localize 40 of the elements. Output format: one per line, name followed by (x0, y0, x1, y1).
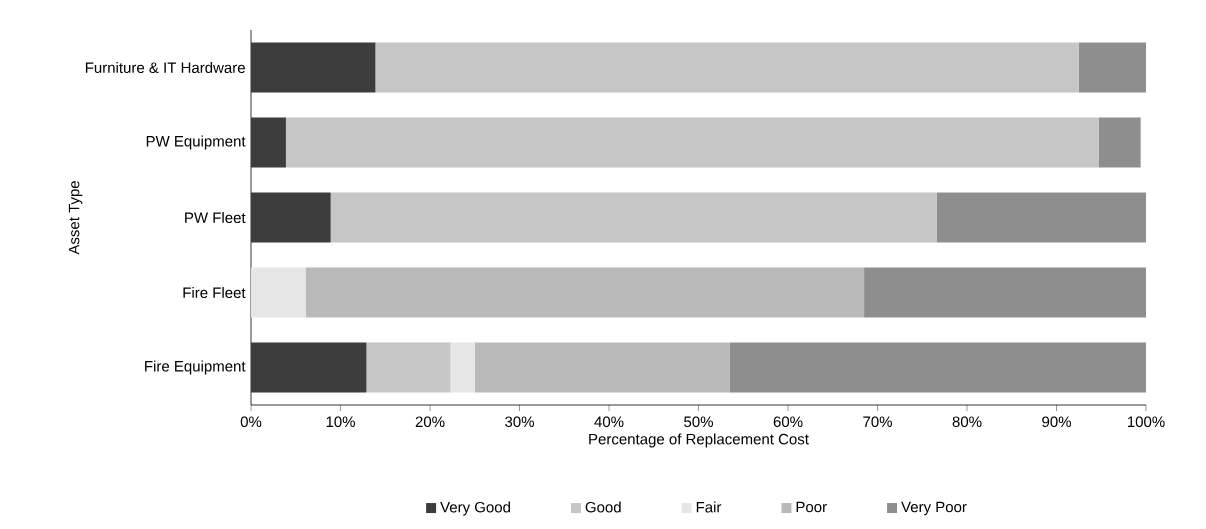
x-tick-label: 0% (240, 416, 262, 428)
bar (285, 117, 1099, 168)
bar (251, 192, 331, 243)
bar (251, 267, 306, 318)
x-tick-label: 70% (863, 416, 892, 428)
bar (375, 42, 1079, 93)
bar (251, 342, 367, 393)
x-tick-label: 100% (1127, 416, 1165, 428)
bar (864, 267, 1147, 318)
y-tick-label: Furniture & IT Hardware (85, 61, 245, 74)
bar (251, 42, 376, 93)
legend-label: Fair (696, 501, 722, 513)
x-tick-label: 40% (594, 416, 624, 428)
bar (936, 192, 1147, 243)
y-tick-label: PW Fleet (185, 211, 246, 224)
bar (1078, 42, 1147, 93)
x-tick-label: 10% (326, 416, 355, 428)
bar (1098, 117, 1141, 168)
legend-label: Poor (796, 501, 827, 513)
x-tick-label: 60% (773, 416, 803, 428)
x-tick-label: 20% (415, 416, 445, 428)
x-tick-label: 30% (505, 416, 534, 428)
y-tick-label: PW Equipment (146, 135, 246, 150)
y-axis-title: Asset Type (68, 181, 83, 255)
bar (474, 342, 730, 393)
bar (330, 192, 937, 243)
bar (366, 342, 451, 393)
bar (251, 117, 286, 168)
bar (729, 342, 1147, 393)
y-tick-label: Fire Fleet (183, 286, 246, 299)
bar (450, 342, 475, 393)
x-tick-label: 80% (952, 416, 982, 428)
x-axis-title: Percentage of Replacement Cost (589, 433, 809, 448)
x-tick-label: 50% (684, 416, 713, 428)
x-tick-label: 90% (1042, 416, 1071, 428)
legend-label: Very Good (440, 501, 510, 516)
legend-label: Very Poor (901, 501, 967, 516)
legend-label: Good (585, 501, 621, 513)
bar (305, 267, 865, 318)
y-tick-label: Fire Equipment (145, 360, 246, 375)
